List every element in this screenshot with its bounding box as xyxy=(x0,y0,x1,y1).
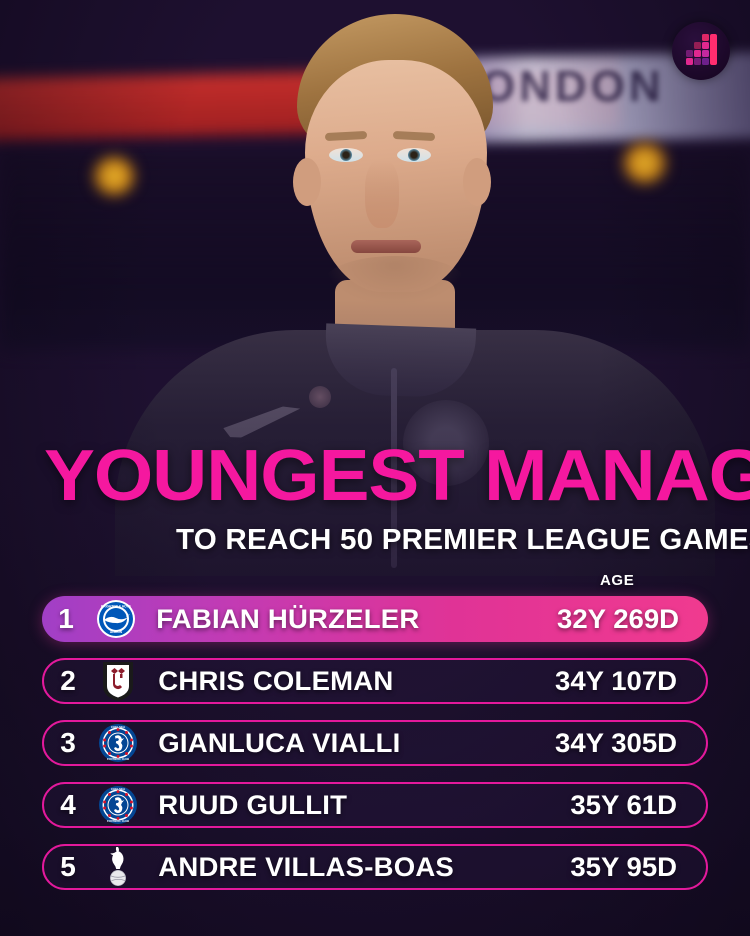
manager-name: GIANLUCA VIALLI xyxy=(158,727,401,758)
rank-number: 2 xyxy=(60,665,76,696)
svg-text:ALBION: ALBION xyxy=(110,630,123,634)
svg-text:CHELSEA: CHELSEA xyxy=(111,787,126,791)
tottenham-crest-icon xyxy=(92,845,144,889)
fulham-crest-icon xyxy=(92,659,144,703)
svg-text:FOOTBALL CLUB: FOOTBALL CLUB xyxy=(107,819,129,823)
page-subtitle: TO REACH 50 PREMIER LEAGUE GAMES xyxy=(176,524,750,556)
brighton-crest-icon: BRIGHTON & HOVE ALBION xyxy=(90,597,142,641)
brand-logo[interactable] xyxy=(672,22,730,80)
manager-name: CHRIS COLEMAN xyxy=(158,665,394,696)
rank-number: 5 xyxy=(60,851,76,882)
manager-age: 35Y 61D xyxy=(570,789,678,820)
rank-number: 4 xyxy=(60,789,76,820)
page-title: YOUNGEST MANAGERS xyxy=(44,436,750,516)
rank-number: 3 xyxy=(60,727,76,758)
chelsea-crest-icon: CHELSEA FOOTBALL CLUB xyxy=(92,783,144,827)
manager-name: ANDRE VILLAS-BOAS xyxy=(158,851,454,882)
manager-name: RUUD GULLIT xyxy=(158,789,348,820)
stepped-bars-logo-icon xyxy=(686,34,717,65)
svg-text:FOOTBALL CLUB: FOOTBALL CLUB xyxy=(107,757,129,761)
table-row[interactable]: 4 CHELSEA xyxy=(42,782,708,828)
manager-name: FABIAN HÜRZELER xyxy=(156,603,420,634)
manager-age: 34Y 107D xyxy=(555,665,678,696)
table-row[interactable]: 1 BRIGHTON & HOVE ALBION FABIAN HÜRZELER… xyxy=(42,596,708,642)
manager-age: 35Y 95D xyxy=(570,851,678,882)
svg-text:BRIGHTON & HOVE: BRIGHTON & HOVE xyxy=(101,605,131,609)
age-column-header: AGE xyxy=(600,572,635,589)
ranking-list: 1 BRIGHTON & HOVE ALBION FABIAN HÜRZELER… xyxy=(42,596,708,906)
manager-age: 32Y 269D xyxy=(557,603,680,634)
svg-text:CHELSEA: CHELSEA xyxy=(111,725,126,729)
chelsea-crest-icon: CHELSEA FOOTBALL CLUB xyxy=(92,721,144,765)
rank-number: 1 xyxy=(58,603,74,634)
manager-age: 34Y 305D xyxy=(555,727,678,758)
table-row[interactable]: 3 CHELSEA xyxy=(42,720,708,766)
table-row[interactable]: 5 ANDRE VILLAS-BOAS 35Y 95D xyxy=(42,844,708,890)
table-row[interactable]: 2 CHRIS COLEMAN 34Y 107D xyxy=(42,658,708,704)
